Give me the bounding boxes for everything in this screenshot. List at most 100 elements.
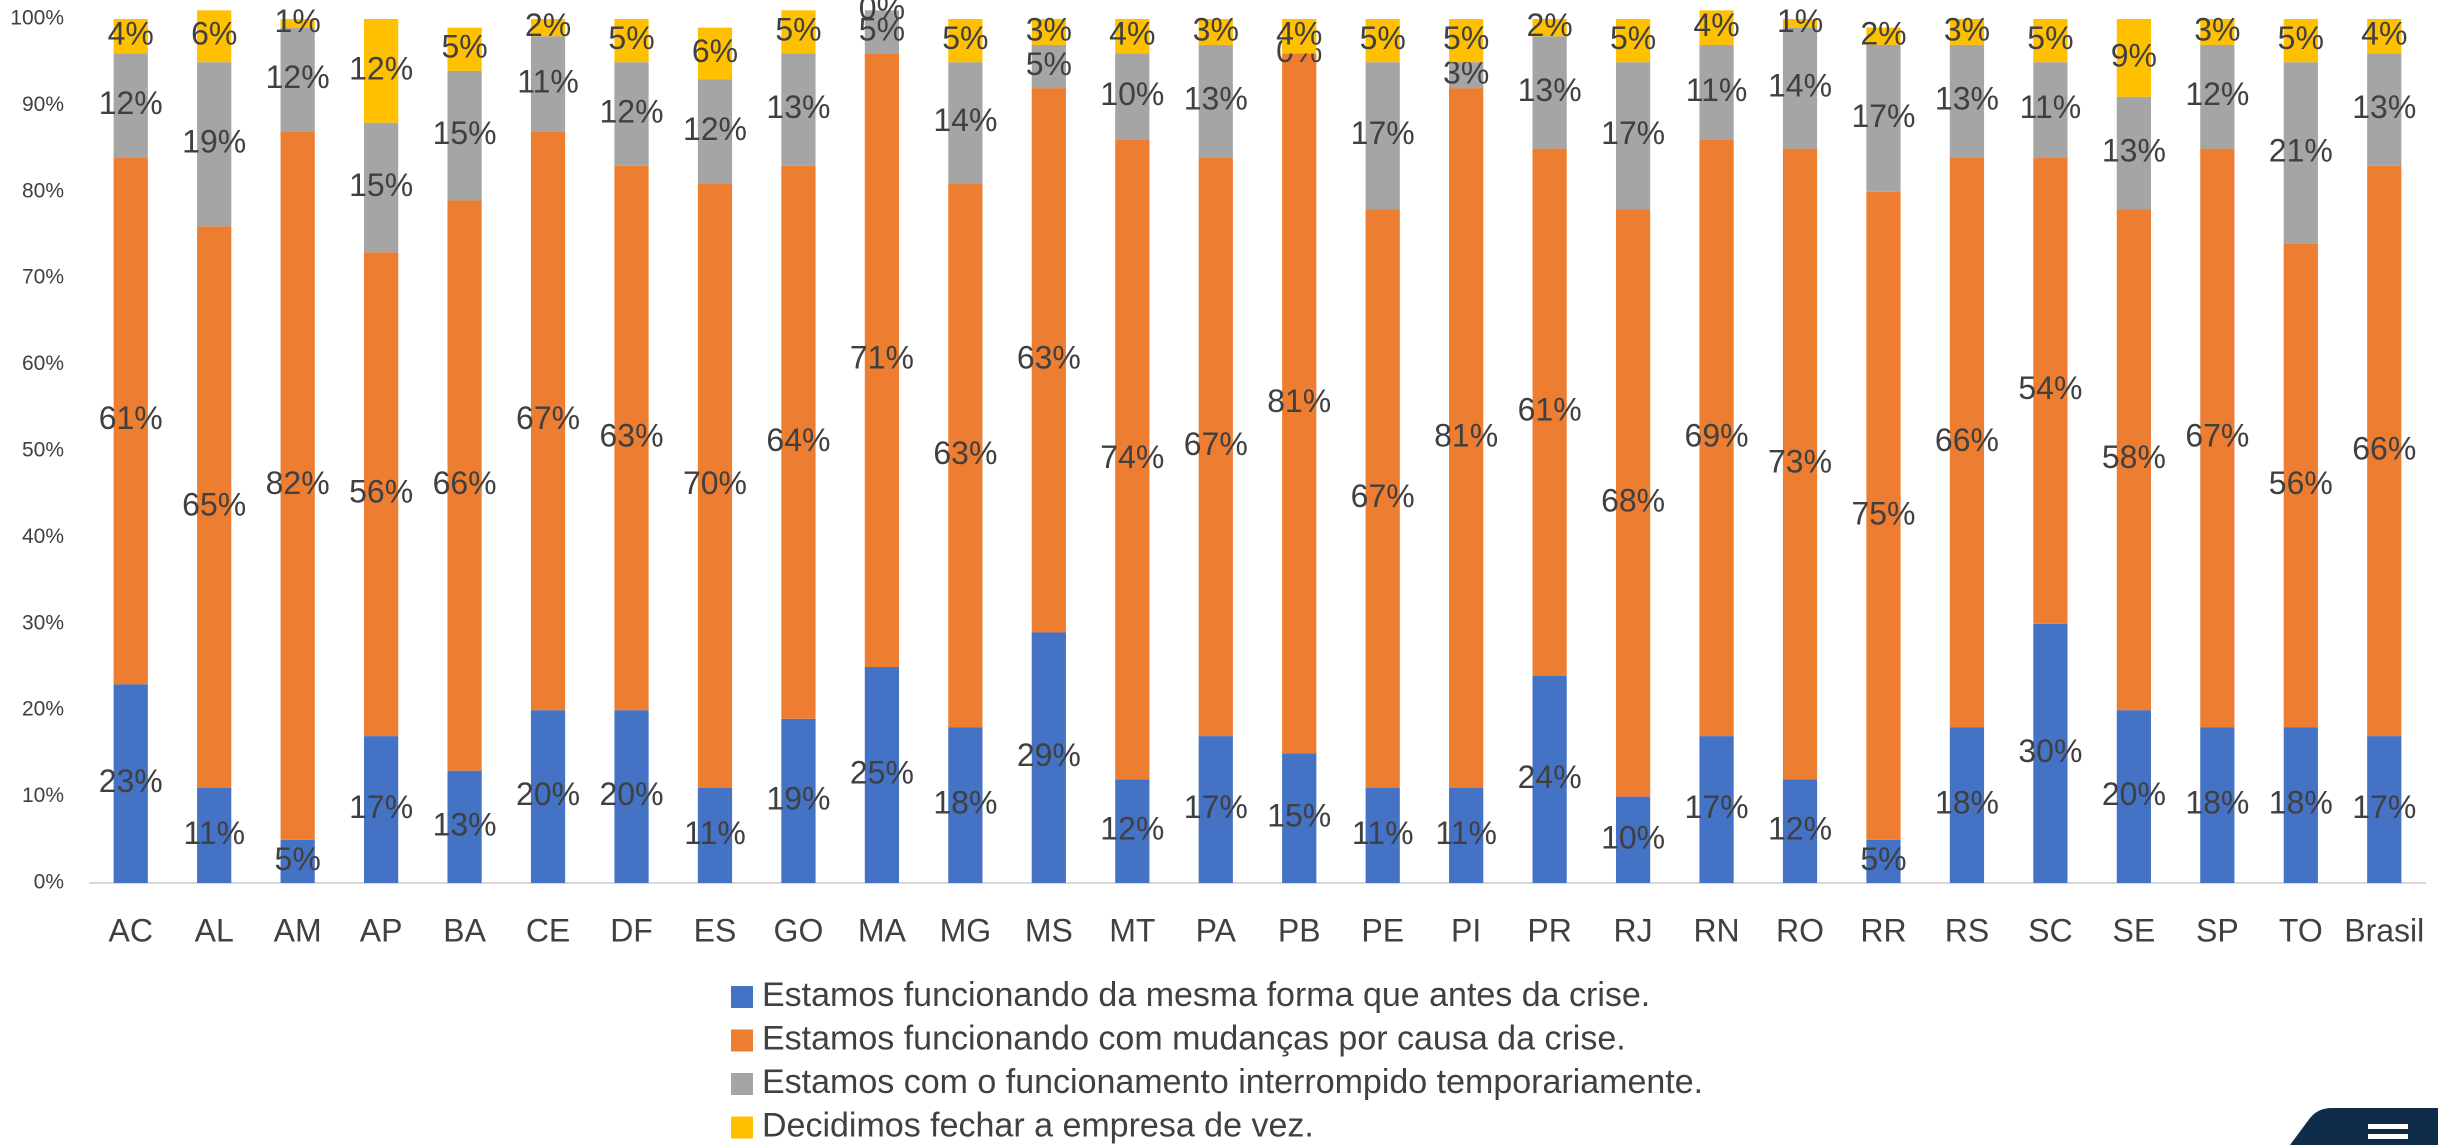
data-label: 19% <box>182 124 246 160</box>
x-tick-label: MT <box>1109 912 1155 948</box>
data-label: 14% <box>933 102 997 138</box>
data-label: 5% <box>2278 20 2324 56</box>
bar-segment <box>948 19 983 63</box>
bar-segment <box>2033 157 2068 624</box>
data-label: 13% <box>2102 132 2166 168</box>
data-label: 17% <box>349 789 413 825</box>
bar-segment <box>948 183 983 728</box>
data-label: 5% <box>1443 20 1489 56</box>
data-label: 19% <box>766 780 830 816</box>
logo-stripe <box>2368 1134 2408 1139</box>
bar-segment <box>2033 19 2068 63</box>
legend-swatch <box>731 1029 753 1052</box>
data-label: 6% <box>692 33 738 69</box>
data-label: 3% <box>1026 11 1072 47</box>
bar-segment <box>781 53 816 166</box>
x-tick-label: ES <box>694 912 737 948</box>
bar-segment <box>280 27 315 132</box>
data-label: 65% <box>182 487 246 523</box>
data-label: 5% <box>1610 20 1656 56</box>
bar-segment <box>197 787 232 883</box>
bar-segment <box>1699 44 1734 140</box>
data-label: 18% <box>1935 785 1999 821</box>
data-label: 5% <box>942 20 988 56</box>
data-label: 13% <box>1518 72 1582 108</box>
y-tick-label: 30% <box>22 611 64 634</box>
data-label: 11% <box>1352 815 1414 851</box>
data-label: 2% <box>1860 16 1906 52</box>
bar-segment <box>781 10 816 54</box>
x-tick-label: RS <box>1945 912 1989 948</box>
bar-segment <box>1615 209 1651 797</box>
corner-logo <box>2290 1108 2438 1145</box>
data-label: 1% <box>1777 3 1823 39</box>
data-label: 61% <box>1518 392 1582 428</box>
data-label: 12% <box>683 111 747 147</box>
data-label: 71% <box>850 340 914 376</box>
bar-segment <box>864 10 900 54</box>
y-tick-label: 90% <box>22 93 64 116</box>
data-label: 3% <box>2194 11 2240 47</box>
data-label: 4% <box>2361 16 2407 52</box>
bar-segment <box>1198 157 1233 737</box>
data-label: 15% <box>1267 798 1331 834</box>
legend-swatch <box>731 1073 753 1095</box>
bar-segment <box>1282 53 1317 754</box>
bar-segment <box>1365 62 1400 210</box>
bar-segment <box>113 684 148 883</box>
bar-segment <box>1615 796 1651 883</box>
data-label: 5% <box>1860 841 1906 877</box>
bar-segment <box>1866 839 1901 883</box>
x-tick-label: SE <box>2113 912 2156 948</box>
bar-segment <box>864 667 900 883</box>
data-label: 63% <box>1017 340 1081 376</box>
data-label: 25% <box>850 754 914 790</box>
bar-segment <box>1449 787 1484 883</box>
bar-segment <box>2116 209 2151 711</box>
x-tick-label: MS <box>1025 912 1073 948</box>
data-label: 17% <box>1685 789 1749 825</box>
data-label: 5% <box>775 11 821 47</box>
legend-swatch <box>731 986 753 1008</box>
bar-segment <box>1031 19 1066 45</box>
legend-swatch <box>731 1116 753 1139</box>
data-label: 67% <box>1351 478 1415 514</box>
x-tick-label: AL <box>195 912 234 948</box>
bar-segment <box>364 19 399 123</box>
data-label: 4% <box>1109 16 1155 52</box>
data-label: 73% <box>1768 443 1832 479</box>
data-label: 13% <box>1184 81 1248 117</box>
data-label: 18% <box>2185 785 2249 821</box>
y-tick-label: 50% <box>22 439 64 462</box>
data-label: 54% <box>2018 370 2082 406</box>
bar-segment <box>2033 62 2068 158</box>
data-label: 5% <box>1026 46 1072 82</box>
y-tick-label: 40% <box>22 525 64 548</box>
bar-segment <box>2283 19 2318 63</box>
x-tick-label: RO <box>1776 912 1824 948</box>
bar-segment <box>197 62 232 227</box>
bar-segment <box>280 131 315 840</box>
bar-segment <box>1949 19 1985 45</box>
bar-segment <box>781 165 816 719</box>
bar-segment <box>1031 632 1066 883</box>
data-label: 18% <box>2269 785 2333 821</box>
data-label: 11% <box>1435 815 1497 851</box>
data-label: 17% <box>1351 115 1415 151</box>
bar-segment <box>1365 787 1400 883</box>
data-label: 4% <box>108 16 154 52</box>
bar-segment <box>2367 736 2402 883</box>
bar-segment <box>2367 53 2402 166</box>
bar-segment <box>1282 753 1317 883</box>
bar-segment <box>781 718 816 883</box>
x-tick-label: SC <box>2028 912 2072 948</box>
x-tick-label: AC <box>109 912 153 948</box>
bar-segment <box>1699 736 1734 883</box>
bar-segment <box>697 79 733 184</box>
bar-segment <box>1115 779 1150 883</box>
data-label: 11% <box>1686 72 1748 108</box>
bar-segment <box>614 165 649 711</box>
legend-label: Estamos com o funcionamento interrompido… <box>762 1063 1703 1101</box>
data-label: 5% <box>608 20 654 56</box>
data-label: 21% <box>2269 132 2333 168</box>
